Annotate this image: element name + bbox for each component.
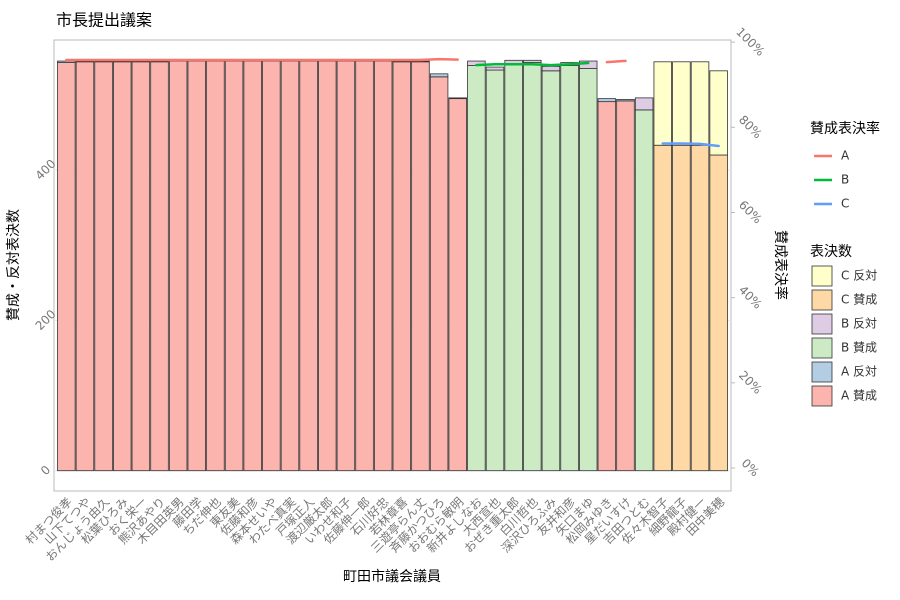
y2-tick-label: 0% [739,456,762,479]
bar-segment [57,60,76,63]
y2-tick-label: 20% [736,368,765,397]
bar-segment [448,98,467,472]
bar-segment [709,154,728,472]
bar-segment [709,70,728,156]
bar-segment [690,61,710,146]
bar-segment [467,65,486,472]
bar-segment [262,60,281,472]
legend-key [811,361,833,383]
y-tick-label: 200 [33,307,59,333]
bar-segment [597,98,617,103]
bar-segment [541,65,561,72]
bar-segment [467,60,486,66]
bar-segment [653,61,672,146]
rate-line [65,57,627,64]
bar-segment [299,60,318,472]
legend-label: A 賛成 [841,389,877,403]
legend-key [811,289,833,311]
legend-label: B 反対 [841,317,877,331]
legend-label: A 反対 [841,365,877,379]
bar-segment [206,60,225,472]
bar-segment [392,61,412,472]
bar-segment [168,60,188,472]
bar-segment [690,144,710,472]
bar-segment [429,73,449,78]
bar-segment [429,76,449,472]
bar-segment [113,61,132,472]
y2-tick-label: 100% [733,25,767,59]
bar-segment [672,144,691,472]
line-legend-title: 賛成表決率 [810,120,880,137]
bar-segment [504,63,523,472]
bar-segment [578,60,598,69]
bar-segment [485,66,505,71]
legend-label: C 反対 [841,269,877,283]
y-tick-label: 0 [38,463,53,478]
bar-segment [280,60,300,472]
legend-label: C [841,197,849,211]
bar-segment [57,62,76,472]
bar-segment [504,59,523,65]
bar-segment [634,97,654,111]
bar-segment [150,61,169,472]
rate-line [661,142,720,148]
bar-segment [634,109,654,472]
bar-segment [523,59,542,63]
y2-tick-label: 60% [736,198,765,227]
legend-label: B [841,173,849,187]
legend-label: B 賛成 [841,341,877,355]
bar-segment [541,70,561,472]
chart-title: 市長提出議案 [56,11,152,30]
bar-segment [224,60,244,472]
bar-segment [94,61,113,472]
bar-segment [578,68,598,472]
bar-segment [616,100,635,472]
panel [53,39,732,492]
y-tick-label: 400 [33,157,59,183]
bar-segment [131,61,151,472]
bar-segment [243,60,262,472]
x-axis-title: 町田市議会議員 [343,568,441,585]
bar-segment [373,60,393,472]
bar-segment [187,60,207,472]
bar-segment [523,62,542,472]
bar-segment [355,60,374,472]
bar-segment [653,144,672,472]
y-axis-title: 賛成・反対表決数 [6,209,22,321]
bar-legend-title: 表決数 [810,244,852,260]
bar-segment [672,61,691,146]
bar-segment [485,69,505,472]
bar-segment [318,60,337,472]
legend-label: C 賛成 [841,293,877,307]
y2-tick-label: 40% [736,283,765,312]
bar-segment [411,61,430,472]
bar-segment [336,60,356,472]
legend-key [811,385,833,407]
bar-segment [597,101,617,472]
legend-key [811,265,833,287]
legend-key [811,313,833,335]
legend-key [811,337,833,359]
y2-tick-label: 80% [736,113,765,142]
bar-segment [448,97,467,100]
bar-segment [560,65,579,472]
legend-label: A [841,149,850,163]
y2-axis-title: 賛成表決率 [772,230,789,300]
bar-segment [75,61,95,472]
bar-segment [616,98,635,102]
